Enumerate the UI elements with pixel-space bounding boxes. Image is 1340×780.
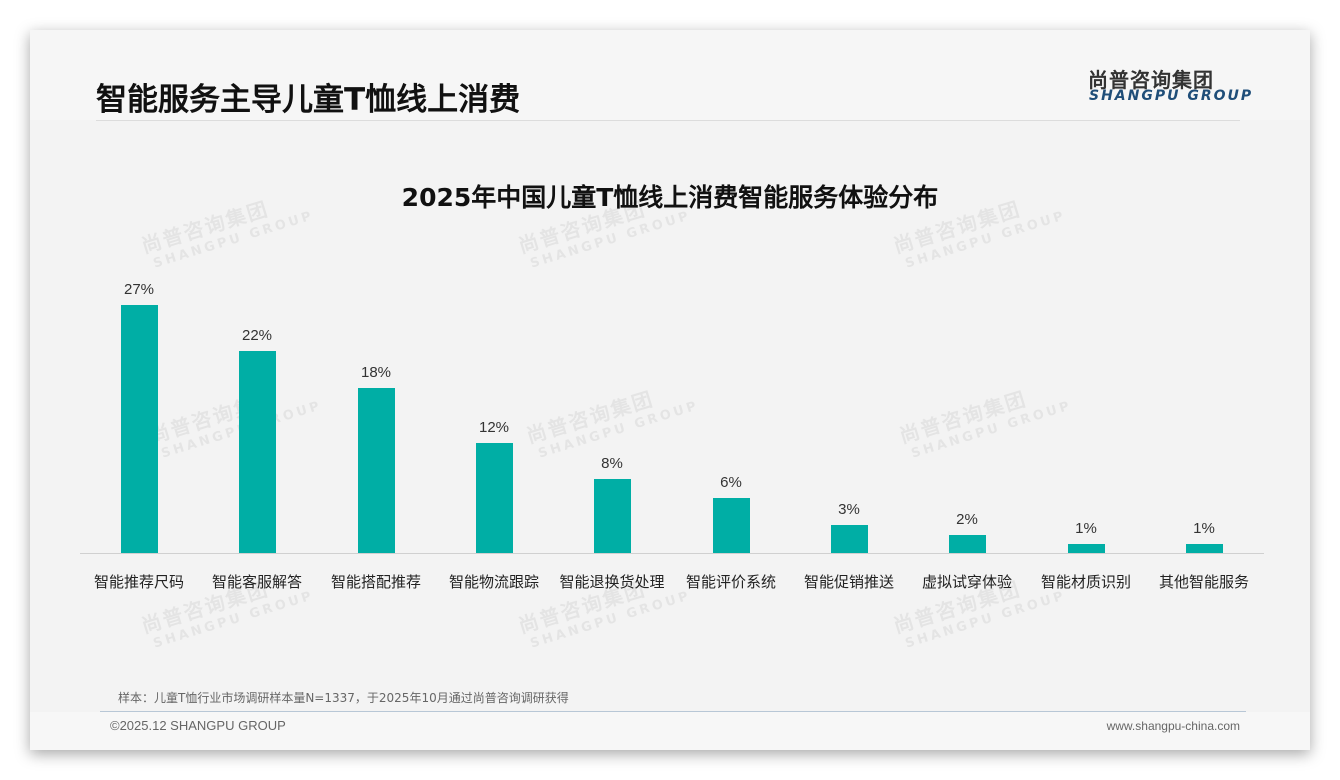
x-axis-line xyxy=(80,553,1264,554)
website-link[interactable]: www.shangpu-china.com xyxy=(1106,719,1240,733)
bar-8 xyxy=(948,534,986,553)
bar-value-label: 18% xyxy=(360,363,392,381)
category-label: 虚拟试穿体验 xyxy=(921,573,1012,591)
bar-value-label: 27% xyxy=(123,280,155,298)
category-label: 智能促销推送 xyxy=(803,573,894,591)
bar-7 xyxy=(830,525,868,553)
bar-5 xyxy=(593,479,631,553)
copyright-text: ©2025.12 SHANGPU GROUP xyxy=(110,718,286,733)
category-label: 智能物流跟踪 xyxy=(448,573,539,591)
slide: 智能服务主导儿童T恤线上消费 尚普咨询集团 SHANGPU GROUP 尚普咨询… xyxy=(30,30,1310,750)
bar-value-label: 12% xyxy=(478,418,510,436)
category-label: 智能推荐尺码 xyxy=(93,573,184,591)
title-divider xyxy=(96,120,1240,121)
category-label: 智能评价系统 xyxy=(685,573,776,591)
bar-value-label: 1% xyxy=(1193,519,1215,537)
category-label: 智能材质识别 xyxy=(1040,573,1131,591)
bar-6 xyxy=(712,497,750,553)
category-label: 智能搭配推荐 xyxy=(330,573,421,591)
category-label: 智能退换货处理 xyxy=(559,573,665,591)
sample-note: 样本：儿童T恤行业市场调研样本量N=1337，于2025年10月通过尚普咨询调研… xyxy=(118,691,569,705)
bar-value-label: 8% xyxy=(601,455,623,473)
category-label: 其他智能服务 xyxy=(1158,573,1249,591)
bar-4 xyxy=(475,442,513,553)
category-label: 智能客服解答 xyxy=(211,573,302,591)
bar-value-label: 22% xyxy=(241,326,273,344)
bar-value-label: 3% xyxy=(838,501,860,519)
header-band xyxy=(30,30,1310,120)
bar-chart: 27% 智能推荐尺码 22% 智能客服解答 18% 智能搭配推荐 12% 智能物流跟踪 8% 智能… xyxy=(30,30,1310,750)
bar-9 xyxy=(1067,543,1105,553)
bar-value-label: 2% xyxy=(956,510,978,528)
bar-1 xyxy=(120,304,158,553)
chart-title: 2025年中国儿童T恤线上消费智能服务体验分布 xyxy=(401,183,939,212)
bar-value-label: 6% xyxy=(720,473,742,491)
bar-value-label: 1% xyxy=(1075,519,1097,537)
bar-2 xyxy=(238,350,276,553)
footer-divider xyxy=(100,711,1246,712)
company-logo-cn: 尚普咨询集团 xyxy=(1088,68,1214,92)
page-title: 智能服务主导儿童T恤线上消费 xyxy=(96,82,521,118)
bar-3 xyxy=(357,387,395,553)
bar-10 xyxy=(1185,543,1223,553)
footer-band xyxy=(30,712,1310,750)
company-logo-en: SHANGPU GROUP xyxy=(1089,88,1254,104)
